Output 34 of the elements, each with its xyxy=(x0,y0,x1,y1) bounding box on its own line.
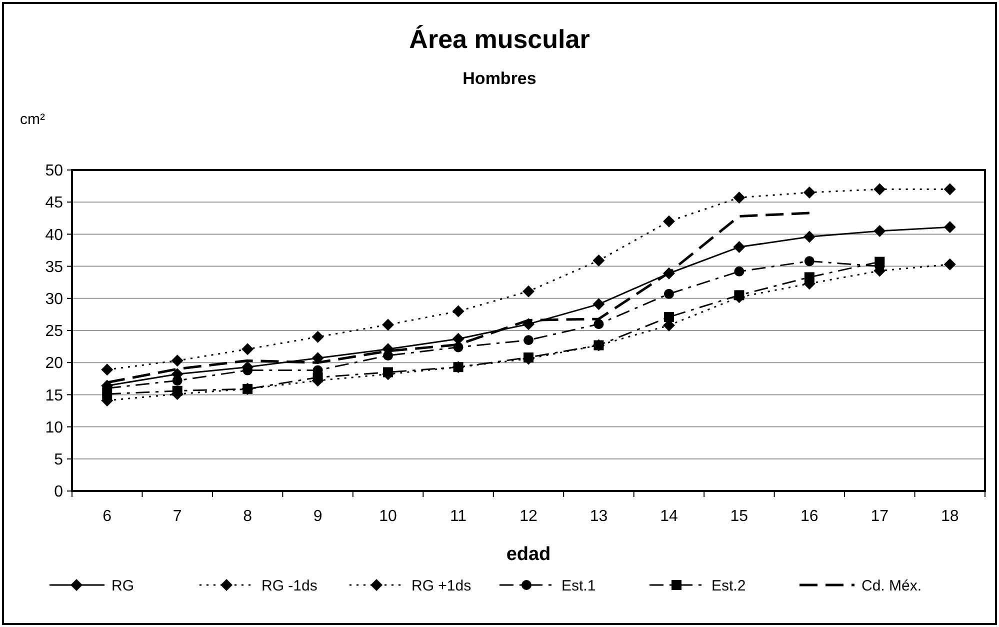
x-tick-label: 14 xyxy=(660,508,678,525)
x-tick-label: 9 xyxy=(313,508,322,525)
x-tick-label: 7 xyxy=(172,508,182,525)
y-tick-label: 25 xyxy=(45,323,64,340)
y-tick-label: 50 xyxy=(45,162,64,180)
legend-label: RG xyxy=(112,577,134,594)
chart-subtitle: Hombres xyxy=(462,69,536,88)
y-axis-title: cm² xyxy=(20,111,45,128)
legend-label: RG -1ds xyxy=(262,577,318,594)
y-tick-label: 10 xyxy=(45,419,64,436)
y-tick-label: 30 xyxy=(45,291,64,308)
y-tick-label: 15 xyxy=(45,387,64,404)
y-tick-label: 0 xyxy=(54,484,64,501)
chart-title: Área muscular xyxy=(409,24,590,54)
legend-label: Est.1 xyxy=(562,577,596,594)
y-tick-label: 35 xyxy=(45,258,64,276)
y-tick-label: 20 xyxy=(45,355,64,372)
x-tick-label: 13 xyxy=(590,508,608,525)
x-tick-label: 17 xyxy=(870,508,889,525)
x-tick-label: 10 xyxy=(379,508,398,525)
y-tick-label: 40 xyxy=(45,226,64,244)
legend-label: Cd. Méx. xyxy=(862,577,922,594)
y-tick-label: 5 xyxy=(54,452,64,468)
y-tick-label: 45 xyxy=(45,194,64,212)
x-tick-label: 16 xyxy=(800,508,818,525)
x-tick-label: 18 xyxy=(940,508,959,525)
x-tick-label: 8 xyxy=(243,508,252,525)
legend-label: RG +1ds xyxy=(412,577,472,594)
x-axis-title: edad xyxy=(506,544,551,565)
x-tick-label: 6 xyxy=(102,508,112,525)
x-tick-label: 15 xyxy=(730,508,748,525)
x-tick-label: 11 xyxy=(450,508,467,525)
x-tick-label: 12 xyxy=(520,508,538,525)
legend-label: Est.2 xyxy=(712,577,746,594)
